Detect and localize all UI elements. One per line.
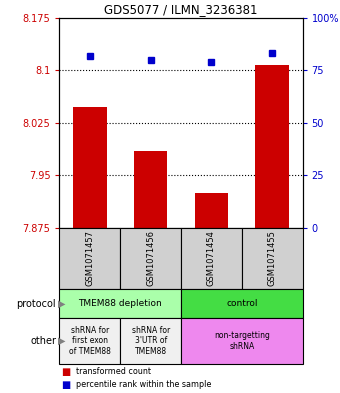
Bar (59, 318, 120, 364)
Bar (134, 151, 167, 228)
Bar (181, 289, 303, 318)
Bar (73, 107, 107, 228)
Bar (181, 318, 303, 364)
Text: GSM1071455: GSM1071455 (268, 230, 277, 286)
Text: ▶: ▶ (58, 299, 65, 309)
Bar (59, 289, 181, 318)
Text: ■: ■ (61, 380, 70, 390)
Text: GSM1071454: GSM1071454 (207, 230, 216, 286)
Text: transformed count: transformed count (76, 367, 152, 376)
Text: other: other (30, 336, 56, 346)
Bar (181, 228, 242, 289)
Text: shRNA for
first exon
of TMEM88: shRNA for first exon of TMEM88 (69, 326, 111, 356)
Text: GSM1071457: GSM1071457 (85, 230, 95, 286)
Text: non-targetting
shRNA: non-targetting shRNA (214, 331, 270, 351)
Text: control: control (226, 299, 258, 308)
Text: GSM1071456: GSM1071456 (146, 230, 155, 286)
Text: protocol: protocol (16, 299, 56, 309)
Bar (255, 64, 289, 228)
Text: TMEM88 depletion: TMEM88 depletion (79, 299, 162, 308)
Title: GDS5077 / ILMN_3236381: GDS5077 / ILMN_3236381 (104, 4, 258, 17)
Bar (242, 228, 303, 289)
Bar (59, 228, 120, 289)
Bar (195, 193, 228, 228)
Text: shRNA for
3'UTR of
TMEM88: shRNA for 3'UTR of TMEM88 (132, 326, 170, 356)
Text: percentile rank within the sample: percentile rank within the sample (76, 380, 212, 389)
Text: ■: ■ (61, 367, 70, 377)
Bar (120, 228, 181, 289)
Text: ▶: ▶ (58, 336, 65, 346)
Bar (120, 318, 181, 364)
